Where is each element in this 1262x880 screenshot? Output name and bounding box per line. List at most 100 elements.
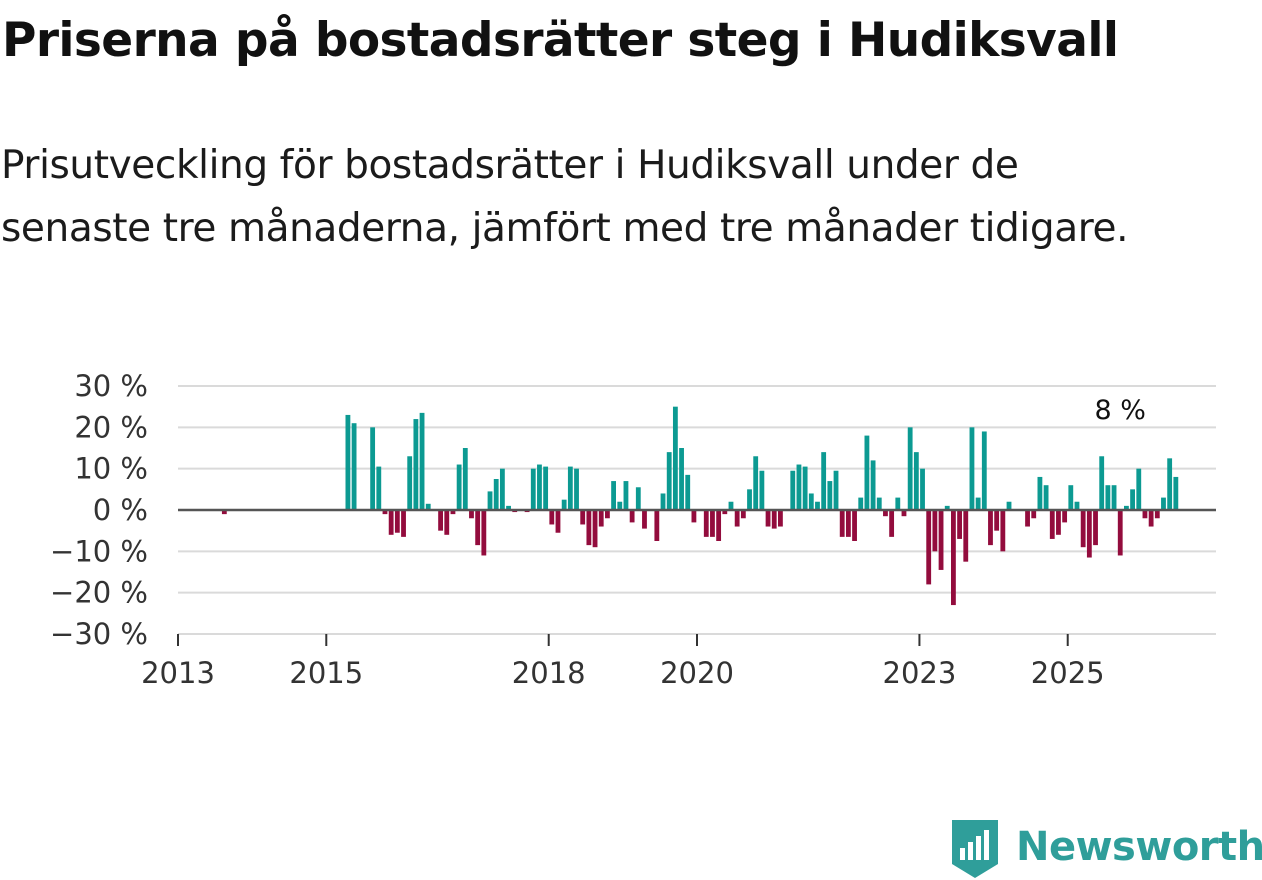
- bar: [425, 503, 431, 510]
- bar: [1062, 510, 1068, 523]
- bar: [1031, 510, 1037, 519]
- bar: [444, 510, 450, 535]
- bar: [413, 419, 419, 510]
- bar: [870, 460, 876, 510]
- bar: [1080, 510, 1086, 548]
- bar: [753, 456, 759, 510]
- y-tick-label: 30 %: [74, 369, 148, 403]
- bar: [1124, 505, 1129, 510]
- bar: [666, 452, 672, 510]
- bar: [685, 474, 691, 510]
- bar: [957, 510, 962, 539]
- bar: [994, 510, 1000, 531]
- bar: [456, 464, 462, 510]
- bar: [920, 468, 925, 510]
- bar: [506, 505, 511, 510]
- bar: [493, 479, 499, 510]
- bar: [419, 412, 425, 510]
- bar: [345, 414, 351, 510]
- bar: [487, 491, 493, 510]
- x-tick-label: 2013: [141, 656, 215, 690]
- bar: [722, 510, 728, 515]
- bar: [913, 452, 919, 510]
- x-tick-label: 2023: [883, 656, 957, 690]
- bar: [1093, 510, 1098, 546]
- bar: [1167, 458, 1173, 510]
- bar: [765, 510, 771, 527]
- bar: [1130, 489, 1135, 510]
- bar: [778, 510, 783, 527]
- annotation: 8 %: [1091, 392, 1148, 429]
- bar: [796, 464, 802, 510]
- bar: [1074, 501, 1080, 510]
- bar: [598, 510, 604, 527]
- bar: [1000, 510, 1006, 552]
- bar: [759, 470, 765, 510]
- bar: [1105, 485, 1111, 510]
- bar: [889, 510, 895, 537]
- bar: [376, 466, 382, 510]
- bar: [1037, 476, 1043, 510]
- bar: [944, 505, 950, 510]
- bar: [907, 427, 913, 510]
- bar: [771, 510, 777, 529]
- bar: [382, 510, 388, 515]
- x-axis: 2013 2015 2018 2020 2023 2025: [141, 508, 1216, 690]
- bar: [988, 510, 993, 546]
- chart-subtitle: Prisutveckling för bostadsrätter i Hudik…: [1, 143, 1129, 251]
- bar: [852, 510, 857, 541]
- bar: [567, 466, 573, 510]
- bar: [530, 468, 536, 510]
- y-tick-label: 10 %: [74, 452, 148, 486]
- bar: [895, 497, 901, 510]
- bar: [845, 510, 851, 537]
- bar: [605, 510, 610, 519]
- bar: [351, 423, 357, 510]
- y-tick-label: 0 %: [93, 493, 148, 527]
- bar: [555, 510, 561, 533]
- bar: [747, 489, 752, 510]
- bar: [407, 456, 413, 510]
- bar: [660, 493, 666, 510]
- bar: [951, 510, 956, 606]
- bar-chart: 30 % 20 % 10 % 0 % −10 % −20 % −30 % 2013 2015 2…: [50, 369, 1216, 690]
- bar: [876, 497, 882, 510]
- bar: [586, 510, 592, 546]
- bar: [617, 501, 623, 510]
- bar: [821, 452, 827, 510]
- bar: [981, 431, 987, 510]
- bar: [642, 510, 647, 529]
- bar: [1111, 485, 1117, 510]
- bar: [1142, 510, 1148, 519]
- bar: [827, 481, 833, 510]
- y-tick-label: −10 %: [50, 534, 148, 568]
- bar: [703, 510, 709, 537]
- bar: [883, 510, 888, 517]
- bar: [221, 510, 227, 515]
- bar: [1006, 501, 1012, 510]
- bar: [450, 510, 456, 515]
- bar: [635, 487, 641, 510]
- bar: [839, 510, 845, 537]
- logo-text: Newsworthy: [1016, 824, 1262, 870]
- bar: [1117, 510, 1123, 556]
- bar: [926, 510, 932, 585]
- bar: [808, 493, 814, 510]
- y-tick-label: −20 %: [50, 576, 148, 610]
- bar: [543, 466, 549, 510]
- bar: [1136, 468, 1142, 510]
- bar: [740, 510, 746, 519]
- y-tick-label: 20 %: [74, 410, 148, 444]
- bar: [1043, 485, 1049, 510]
- y-tick-label: −30 %: [50, 617, 148, 651]
- newsworthy-logo-icon: [952, 820, 998, 878]
- bar: [790, 470, 796, 510]
- bar: [549, 510, 555, 525]
- bar: [672, 406, 678, 510]
- bar: [691, 510, 697, 523]
- bar: [462, 448, 468, 510]
- bar: [932, 510, 938, 552]
- bar: [1148, 510, 1154, 527]
- bar: [611, 481, 616, 510]
- latest-value-label: 8 %: [1094, 395, 1145, 426]
